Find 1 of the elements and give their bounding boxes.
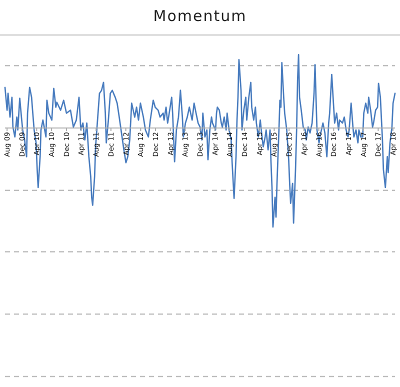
chart-title: Momentum bbox=[153, 7, 247, 25]
